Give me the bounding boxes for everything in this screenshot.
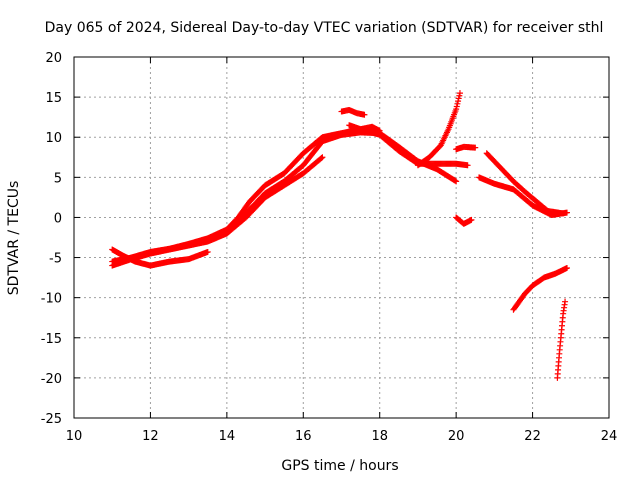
ticks-layer: 10 12 14 16 18 20 22 24 -25 -20 -15 -10 -5 0 5 10 15 20 [41, 51, 618, 444]
x-tick-label: 12 [142, 429, 159, 444]
series-track-b [109, 129, 460, 269]
x-tick-label: 10 [66, 429, 83, 444]
series-track-i [453, 214, 475, 227]
y-tick-label: 0 [54, 211, 62, 226]
data-point-marker [455, 95, 462, 102]
y-tick-label: -25 [41, 412, 62, 427]
data-point-marker [562, 298, 569, 305]
data-point-marker [563, 209, 570, 216]
data-point-marker [318, 155, 325, 162]
data-point-marker [560, 210, 567, 217]
series-track-f [346, 122, 383, 134]
data-point-marker [453, 106, 460, 113]
series-track-e [338, 106, 368, 118]
x-tick-label: 20 [448, 429, 465, 444]
y-tick-label: -20 [41, 372, 62, 387]
data-point-marker [376, 127, 383, 134]
data-point-marker [453, 178, 460, 185]
series-track-g [414, 90, 463, 169]
y-tick-label: 15 [45, 91, 62, 106]
series-track-m [554, 298, 569, 381]
data-point-marker [204, 248, 211, 255]
y-tick-label: 20 [45, 51, 62, 66]
series-track-a [109, 126, 471, 265]
data-point-marker [454, 100, 461, 107]
series-track-d [223, 154, 326, 237]
x-tick-label: 14 [219, 429, 236, 444]
data-point-marker [319, 154, 326, 161]
x-tick-label: 22 [524, 429, 541, 444]
x-axis-label: GPS time / hours [281, 458, 398, 474]
x-tick-label: 18 [371, 429, 388, 444]
data-point-marker [472, 144, 479, 151]
series-track-l [510, 264, 570, 313]
data-point-marker [464, 162, 471, 169]
series-track-k [483, 150, 567, 217]
data-point-marker [453, 103, 460, 110]
y-axis-label: SDTVAR / TECUs [6, 181, 22, 296]
y-tick-label: -15 [41, 332, 62, 347]
series-track-c [109, 246, 211, 269]
series-track-h [453, 143, 479, 153]
plot-frame [73, 56, 610, 419]
data-point-marker [361, 111, 368, 118]
data-point-marker [455, 98, 462, 105]
y-tick-label: 10 [45, 131, 62, 146]
data-point-marker [468, 216, 475, 223]
y-tick-label: 5 [54, 171, 62, 186]
x-tick-label: 16 [295, 429, 312, 444]
x-tick-label: 24 [601, 429, 618, 444]
y-tick-label: -5 [49, 252, 62, 267]
data-point-marker [456, 90, 463, 97]
data-marks-layer [109, 90, 570, 381]
chart-title: Day 065 of 2024, Sidereal Day-to-day VTE… [45, 20, 604, 36]
data-point-marker [456, 92, 463, 99]
y-tick-label: -10 [41, 292, 62, 307]
data-point-marker [563, 264, 570, 271]
